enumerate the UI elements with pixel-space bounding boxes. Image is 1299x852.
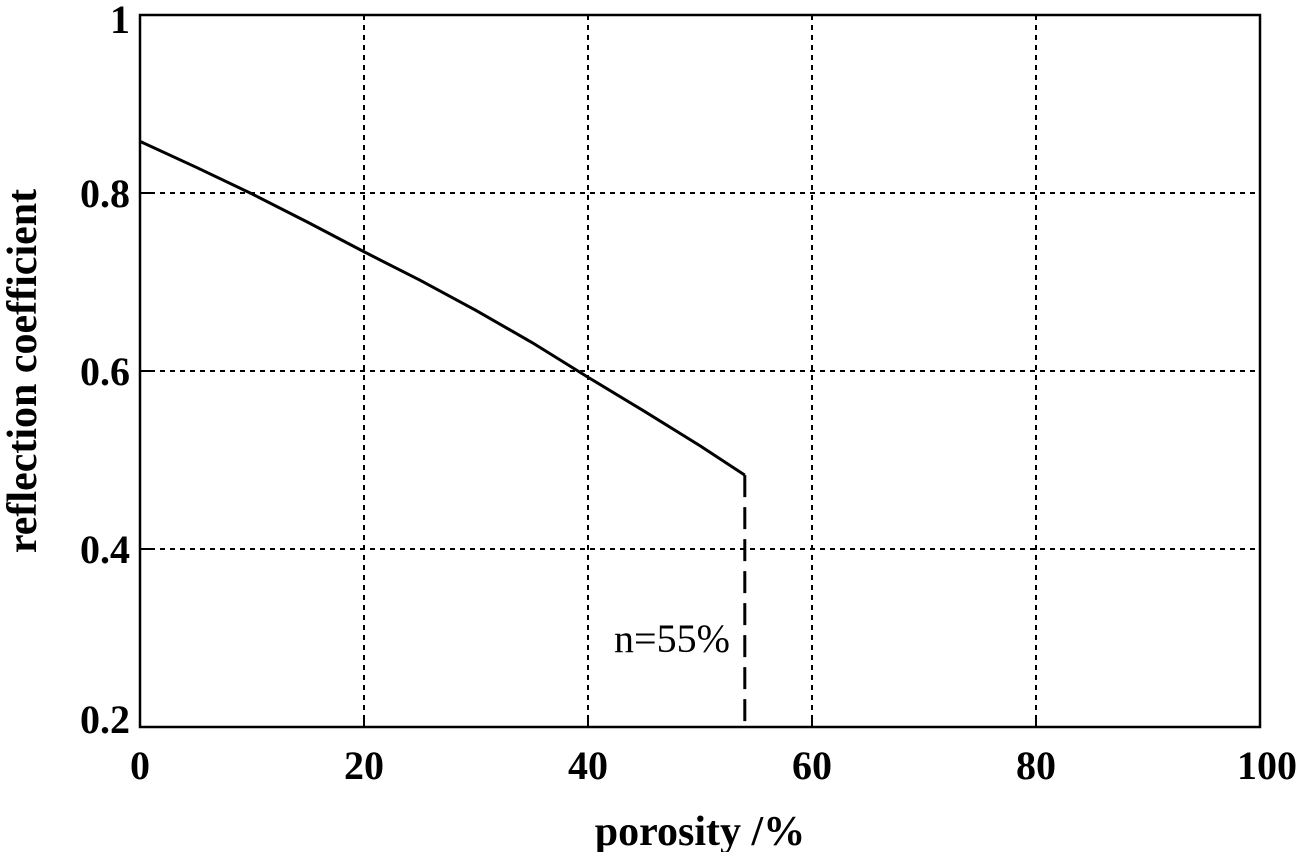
x-tick-label: 20 bbox=[344, 743, 384, 788]
x-tick-label: 60 bbox=[792, 743, 832, 788]
grid bbox=[140, 15, 1260, 727]
x-tick-label: 80 bbox=[1016, 743, 1056, 788]
x-axis-label: porosity /% bbox=[595, 809, 805, 852]
y-axis-label: reflection coefficient bbox=[0, 189, 46, 553]
y-tick-label: 0.2 bbox=[80, 697, 130, 742]
y-tick-label: 0.8 bbox=[80, 171, 130, 216]
series-layer bbox=[139, 140, 747, 727]
x-tick-label: 0 bbox=[130, 743, 150, 788]
x-tick-label: 100 bbox=[1237, 743, 1297, 788]
y-tick-label: 0.6 bbox=[80, 349, 130, 394]
y-tick-label: 1 bbox=[110, 0, 130, 42]
porosity-annotation: n=55% bbox=[614, 616, 730, 661]
y-tick-label: 0.4 bbox=[80, 527, 130, 572]
tick-labels: 0 20 40 60 80 100 0.2 0.4 0.6 0.8 1 bbox=[80, 0, 1297, 788]
x-tick-label: 40 bbox=[568, 743, 608, 788]
series-line bbox=[139, 140, 746, 477]
